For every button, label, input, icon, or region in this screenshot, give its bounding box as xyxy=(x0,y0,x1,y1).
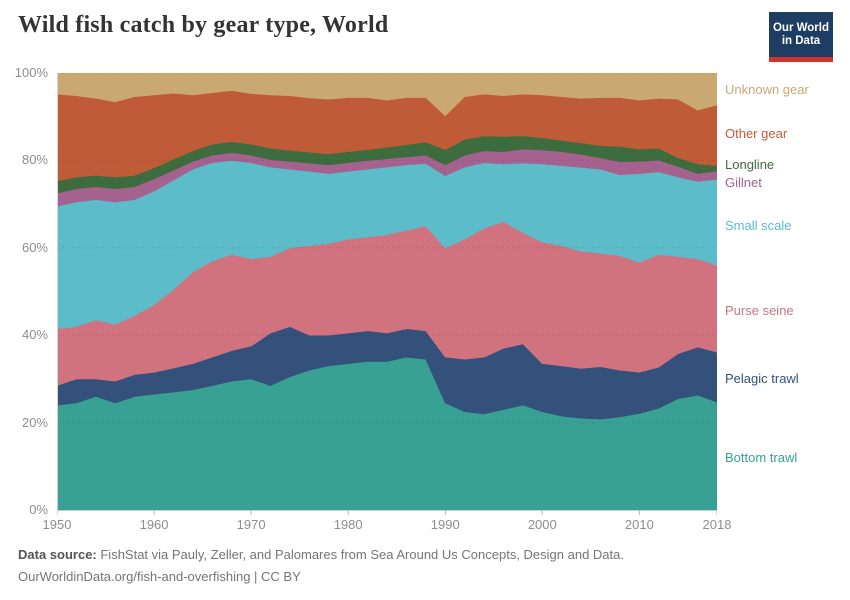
data-source-label: Data source: xyxy=(18,547,97,562)
legend-item-purse-seine[interactable]: Purse seine xyxy=(725,303,794,318)
x-axis-label-2010: 2010 xyxy=(624,517,654,532)
x-axis-label-1980: 1980 xyxy=(333,517,363,532)
x-axis-label-2000: 2000 xyxy=(527,517,557,532)
legend-item-pelagic-trawl[interactable]: Pelagic trawl xyxy=(725,371,799,386)
x-axis-label-2018: 2018 xyxy=(702,517,732,532)
y-axis-label-100: 100% xyxy=(14,65,48,80)
owid-logo-line2: in Data xyxy=(781,34,821,47)
legend-item-unknown-gear[interactable]: Unknown gear xyxy=(725,82,809,97)
owid-logo[interactable]: Our World in Data xyxy=(769,12,833,62)
y-axis-label-0: 0% xyxy=(29,502,48,517)
legend-item-other-gear[interactable]: Other gear xyxy=(725,126,788,141)
x-axis-label-1960: 1960 xyxy=(139,517,169,532)
y-axis-label-40: 40% xyxy=(21,327,48,343)
y-axis-label-80: 80% xyxy=(21,152,48,168)
data-source-text: FishStat via Pauly, Zeller, and Palomare… xyxy=(96,547,624,562)
y-axis-label-20: 20% xyxy=(21,414,48,430)
page-title: Wild fish catch by gear type, World xyxy=(18,12,389,38)
x-axis-label-1970: 1970 xyxy=(236,517,266,532)
data-source-line: Data source: FishStat via Pauly, Zeller,… xyxy=(18,544,624,566)
chart-footer: Data source: FishStat via Pauly, Zeller,… xyxy=(18,544,624,588)
x-axis-label-1950: 1950 xyxy=(42,517,72,532)
legend-item-longline[interactable]: Longline xyxy=(725,157,775,172)
legend-item-small-scale[interactable]: Small scale xyxy=(725,218,792,233)
legend-item-gillnet[interactable]: Gillnet xyxy=(725,175,762,190)
x-axis-label-1990: 1990 xyxy=(430,517,460,532)
owid-logo-line1: Our World xyxy=(772,21,829,34)
area-band-unknown-gear[interactable] xyxy=(57,73,717,117)
stacked-area-plot[interactable] xyxy=(57,73,717,519)
license-line[interactable]: OurWorldinData.org/fish-and-overfishing … xyxy=(18,569,301,584)
y-axis-label-60: 60% xyxy=(21,239,48,255)
legend-item-bottom-trawl[interactable]: Bottom trawl xyxy=(725,450,798,465)
